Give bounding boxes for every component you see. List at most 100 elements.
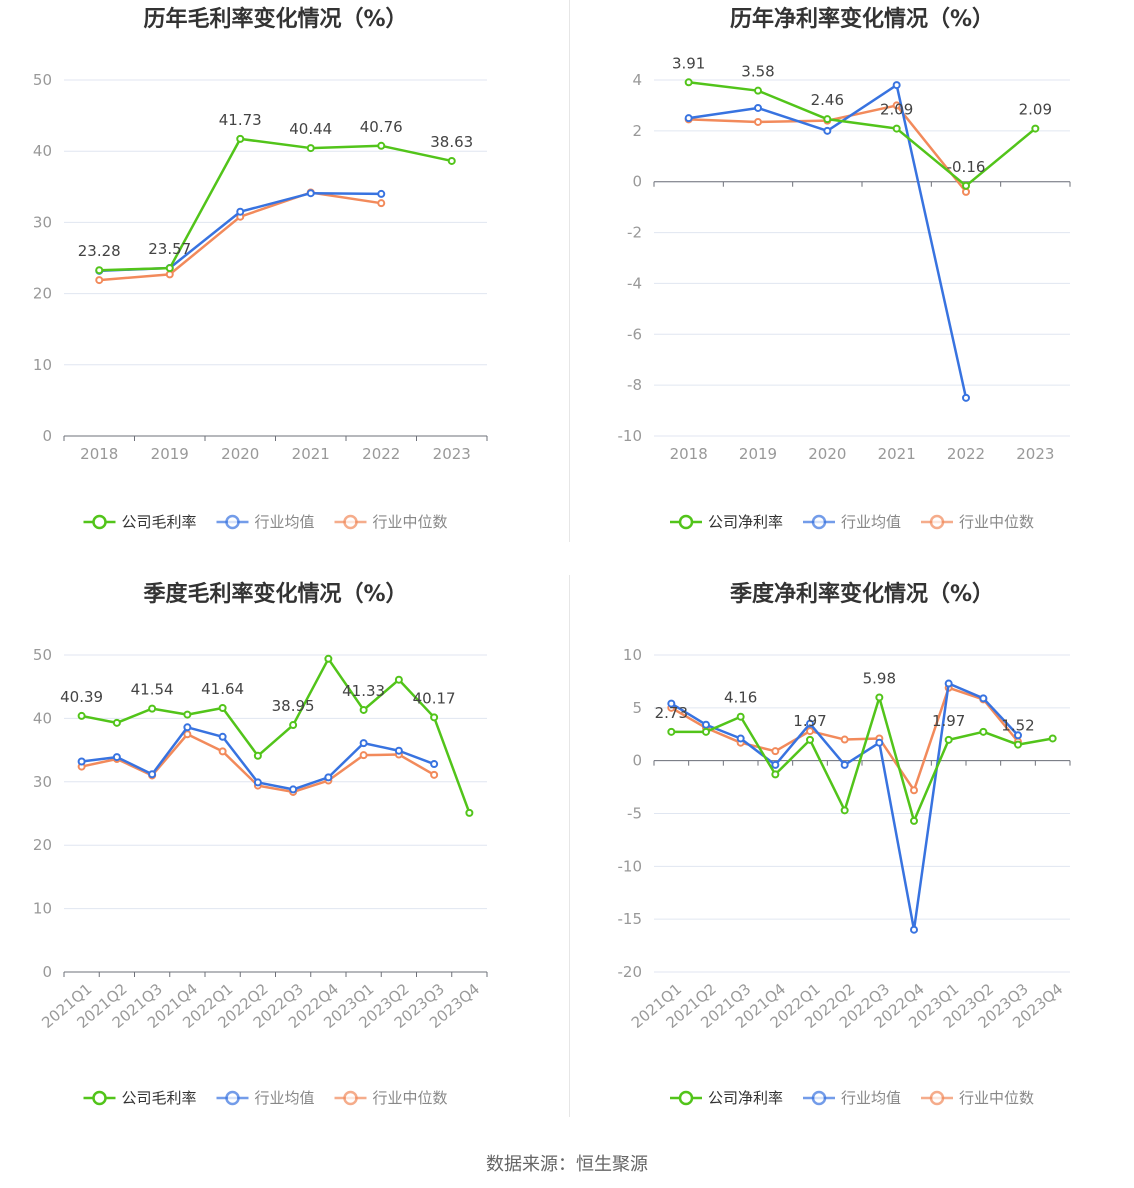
data-label: 40.39 [60, 688, 103, 706]
legend-label-median: 行业中位数 [959, 513, 1034, 531]
data-point-median [806, 727, 814, 736]
data-label: 41.64 [201, 680, 244, 698]
data-label: 4.16 [724, 689, 757, 707]
data-point-company [962, 181, 970, 190]
data-point-company [684, 78, 693, 87]
y-tick-label: 0 [42, 963, 52, 981]
data-point-median [892, 101, 901, 110]
series-line-company [671, 696, 1053, 823]
data-point-company [324, 654, 333, 663]
data-point-avg [944, 679, 953, 688]
data-point-avg [359, 739, 368, 748]
legend-marker-median [929, 1090, 945, 1106]
data-label: 2.73 [655, 704, 688, 722]
series-line-company [81, 657, 471, 814]
data-point-company [377, 141, 386, 150]
annual-gross-margin-chart: 历年毛利率变化情况（%） 0 10 20 30 40 50 2018 2019 2020 2021 2… [33, 6, 488, 531]
data-point-avg [875, 738, 884, 747]
legend-label-avg: 行业均值 [255, 1089, 315, 1107]
data-point-company [1014, 740, 1022, 749]
data-point-median [962, 187, 970, 196]
data-point-median [218, 747, 227, 756]
data-point-company [165, 264, 174, 273]
legend-marker-avg [225, 514, 240, 530]
data-point-company [823, 115, 832, 124]
legend-label-avg: 行业均值 [255, 513, 315, 531]
data-point-avg [112, 753, 121, 762]
y-tick-label: 0 [632, 173, 642, 191]
data-point-avg [394, 746, 403, 755]
x-tick-label: 2019 [739, 445, 777, 463]
data-point-company [236, 134, 245, 143]
legend-marker-company [678, 1090, 694, 1106]
data-label: 23.28 [78, 242, 121, 260]
data-label: 40.17 [413, 689, 456, 707]
data-point-company [359, 705, 368, 714]
legend-label-company: 公司净利率 [708, 513, 783, 531]
y-tick-label: -10 [618, 857, 643, 875]
legend-label-company: 公司净利率 [708, 1089, 783, 1107]
data-point-company [875, 693, 884, 702]
quarterly-gross-margin-chart: 季度毛利率变化情况（%）010203040502021Q12021Q22021Q… [33, 581, 488, 1107]
data-label: 41.73 [219, 111, 262, 129]
chart-title: 季度净利率变化情况（%） [730, 581, 994, 607]
data-point-company [148, 704, 157, 713]
y-tick-label: 50 [33, 71, 52, 89]
legend-marker-median [343, 1090, 358, 1106]
data-point-company [771, 770, 780, 779]
data-label: 41.54 [131, 681, 174, 699]
y-tick-label: 0 [632, 752, 642, 770]
data-point-avg [736, 734, 745, 743]
legend-marker-avg [811, 514, 827, 530]
quarterly-net-margin-chart: 季度净利率变化情况（%）1050-5-10-15-202021Q12021Q22… [618, 581, 1071, 1107]
legend-label-avg: 行业均值 [841, 1089, 901, 1107]
data-point-avg [754, 103, 762, 112]
data-label: 2.46 [811, 91, 844, 109]
data-point-avg [253, 778, 262, 787]
data-point-median [771, 747, 780, 756]
legend-marker-company [92, 1090, 107, 1106]
series-line-median [99, 191, 382, 282]
y-tick-label: -5 [627, 805, 642, 823]
data-point-company [910, 816, 918, 825]
y-tick-label: -10 [618, 427, 643, 445]
y-tick-label: -8 [627, 376, 642, 394]
y-tick-label: -15 [618, 910, 643, 928]
data-point-company [447, 156, 456, 165]
data-point-company [183, 710, 192, 719]
data-point-avg [183, 723, 192, 732]
x-tick-label: 2021 [878, 445, 916, 463]
data-point-company [95, 266, 104, 275]
legend-label-company: 公司毛利率 [122, 513, 197, 531]
x-tick-label: 2023 [1016, 445, 1054, 463]
x-tick-label: 2021 [292, 445, 330, 463]
y-tick-label: 10 [623, 646, 642, 664]
data-label: 3.91 [672, 54, 705, 72]
x-tick-label: 2023 [433, 445, 471, 463]
data-label: 1.97 [932, 712, 965, 730]
data-point-company [840, 806, 849, 815]
data-point-median [377, 199, 386, 208]
data-point-company [754, 86, 762, 95]
y-tick-label: -6 [627, 325, 642, 343]
data-point-company [944, 735, 953, 744]
data-point-avg [148, 770, 157, 779]
data-point-company [1048, 734, 1057, 743]
data-point-company [1031, 124, 1040, 133]
legend-marker-median [343, 514, 358, 530]
data-point-median [754, 117, 762, 126]
data-point-company [394, 675, 403, 684]
data-label: 38.95 [272, 697, 315, 715]
panel-divider-top [569, 0, 570, 542]
y-tick-label: 50 [33, 646, 52, 664]
data-point-median [430, 770, 439, 779]
legend-marker-avg [225, 1090, 240, 1106]
legend-label-company: 公司毛利率 [122, 1089, 197, 1107]
legend-label-median: 行业中位数 [959, 1089, 1034, 1107]
data-point-avg [702, 720, 710, 729]
y-tick-label: 0 [42, 427, 52, 445]
data-label: 2.09 [880, 101, 913, 119]
data-point-avg [1014, 731, 1022, 740]
data-source-note: 数据来源：恒生聚源 [486, 1154, 648, 1175]
data-point-avg [667, 699, 676, 708]
